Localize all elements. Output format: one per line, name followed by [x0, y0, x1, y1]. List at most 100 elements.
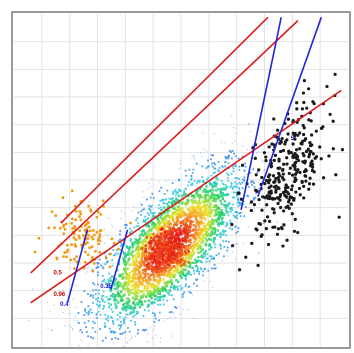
density-point [178, 189, 181, 192]
density-point [193, 246, 196, 249]
density-core-point [170, 236, 173, 239]
density-point [228, 155, 230, 157]
density-point [129, 306, 133, 309]
density-point [188, 234, 192, 238]
blue-line-series [66, 17, 323, 304]
black-point [307, 182, 312, 186]
density-point [92, 289, 95, 292]
density-point [83, 321, 86, 324]
density-point [151, 192, 154, 195]
density-point [168, 197, 171, 200]
density-point [208, 243, 211, 247]
density-point [151, 223, 154, 226]
density-point [209, 207, 212, 210]
density-point [164, 232, 168, 236]
density-core-point [169, 238, 172, 241]
density-point [125, 305, 129, 308]
density-point [130, 251, 133, 254]
density-point [157, 283, 161, 286]
density-point [141, 268, 145, 272]
density-point [104, 313, 106, 316]
density-point [134, 262, 137, 265]
density-point [104, 336, 107, 339]
density-core-point [152, 251, 155, 255]
density-point [150, 161, 152, 163]
density-point [157, 230, 160, 233]
black-point [321, 176, 326, 180]
density-core-point [155, 242, 158, 245]
density-point [185, 256, 188, 259]
density-point [123, 259, 126, 262]
density-core-point [170, 245, 173, 248]
density-core-point [173, 253, 176, 256]
density-point [173, 200, 176, 204]
density-core-point [162, 261, 165, 265]
density-point [190, 233, 193, 237]
density-point [146, 341, 148, 343]
density-point [219, 199, 222, 203]
density-point [167, 205, 170, 208]
density-point [191, 184, 194, 187]
density-point [189, 238, 192, 241]
density-point [144, 263, 147, 267]
density-core-point [180, 264, 183, 267]
density-point [135, 312, 138, 315]
density-point [185, 237, 189, 240]
density-point [183, 202, 187, 205]
density-point [133, 226, 136, 229]
density-point [234, 216, 237, 219]
black-point [262, 151, 267, 155]
density-point [131, 311, 133, 314]
density-point [154, 290, 158, 293]
density-point [143, 233, 147, 236]
density-point [109, 331, 112, 334]
density-point [189, 257, 192, 261]
density-point [171, 273, 174, 277]
density-point [204, 190, 208, 194]
density-point [155, 279, 158, 282]
black-point [306, 147, 310, 151]
density-point [234, 165, 237, 168]
density-point [179, 224, 183, 228]
black-point [310, 133, 314, 137]
density-point [177, 191, 179, 194]
orange-point [110, 237, 114, 241]
density-point [104, 326, 106, 328]
density-point [236, 183, 238, 185]
density-point [146, 198, 148, 201]
density-point [160, 208, 163, 212]
density-core-point [160, 253, 163, 256]
density-point [137, 211, 140, 214]
density-point [190, 200, 194, 203]
density-point [103, 305, 105, 308]
density-point [166, 221, 169, 224]
density-point [195, 221, 198, 224]
density-point [230, 185, 233, 187]
density-point [230, 172, 233, 175]
density-point [281, 223, 283, 225]
density-point [142, 289, 145, 293]
density-point [186, 248, 189, 251]
density-point [97, 274, 99, 277]
density-core-point [164, 255, 167, 259]
orange-point [91, 237, 95, 241]
density-point [185, 187, 187, 190]
density-point [229, 207, 231, 210]
density-point [196, 228, 200, 232]
density-core-point [156, 254, 159, 258]
density-point [231, 209, 234, 211]
black-point [276, 176, 280, 180]
density-point [214, 246, 217, 249]
density-point [214, 194, 218, 197]
density-point [201, 200, 204, 204]
density-point [211, 162, 213, 165]
density-point [234, 177, 237, 179]
density-point [202, 229, 205, 232]
density-point [140, 252, 144, 255]
density-point [213, 237, 216, 240]
density-point [112, 322, 115, 325]
density-point [122, 250, 124, 253]
density-point [49, 311, 51, 313]
density-point [180, 213, 183, 216]
red-line-series [30, 16, 342, 304]
